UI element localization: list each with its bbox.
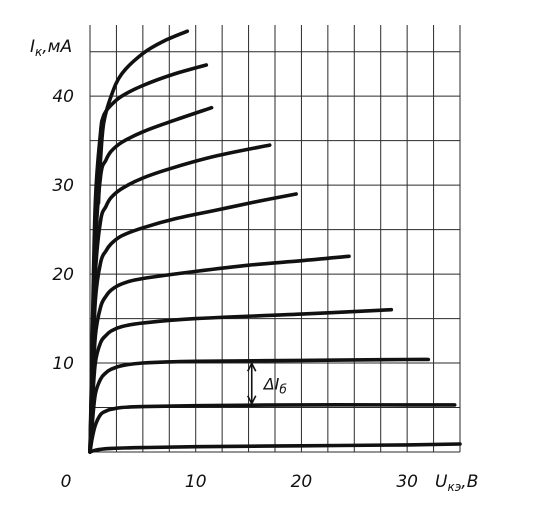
x-axis-label: Uкэ,В	[435, 472, 478, 494]
series-curve-2	[88, 357, 431, 454]
series-curve-3	[88, 307, 394, 454]
x-axis-label-unit: ,В	[461, 472, 478, 492]
y-axis-label-unit: ,мА	[42, 37, 72, 57]
annotation-group: ΔIб	[247, 361, 288, 406]
y-axis-label-main: I	[30, 37, 35, 57]
series-curve-7	[88, 105, 214, 454]
x-axis-label-sub: кэ	[447, 480, 461, 494]
y-tick-label-2: 30	[52, 176, 74, 196]
y-tick-label-3: 40	[52, 87, 74, 107]
y-tick-label-0: 10	[52, 354, 74, 374]
y-tick-label-1: 20	[52, 265, 74, 285]
annotation-label-main: ΔI	[262, 375, 280, 394]
annotation-arrowhead-up-0	[247, 361, 257, 372]
x-axis-label-main: U	[435, 472, 448, 492]
tick-labels: 10 20 30 40 0 10 20 30	[52, 87, 418, 492]
x-tick-label-1: 10	[185, 472, 207, 492]
y-axis-label-sub: к	[35, 45, 43, 59]
x-tick-label-2: 20	[291, 472, 313, 492]
annotation-arrowhead-down-0	[247, 395, 257, 406]
annotation-label-0: ΔIб	[262, 375, 288, 397]
annotation-label-sub: б	[279, 383, 287, 397]
grid	[89, 25, 461, 453]
series-curve-0	[88, 442, 462, 454]
series-curve-5	[88, 192, 298, 454]
x-tick-label-0: 0	[61, 472, 72, 492]
x-tick-label-3: 30	[396, 472, 418, 492]
series-curve-9	[96, 29, 190, 205]
series-curve-4	[88, 254, 351, 454]
series-curve-1	[88, 403, 457, 454]
series-group	[88, 29, 462, 454]
y-axis-label: Iк,мА	[30, 37, 72, 59]
series-curve-8	[88, 63, 209, 454]
